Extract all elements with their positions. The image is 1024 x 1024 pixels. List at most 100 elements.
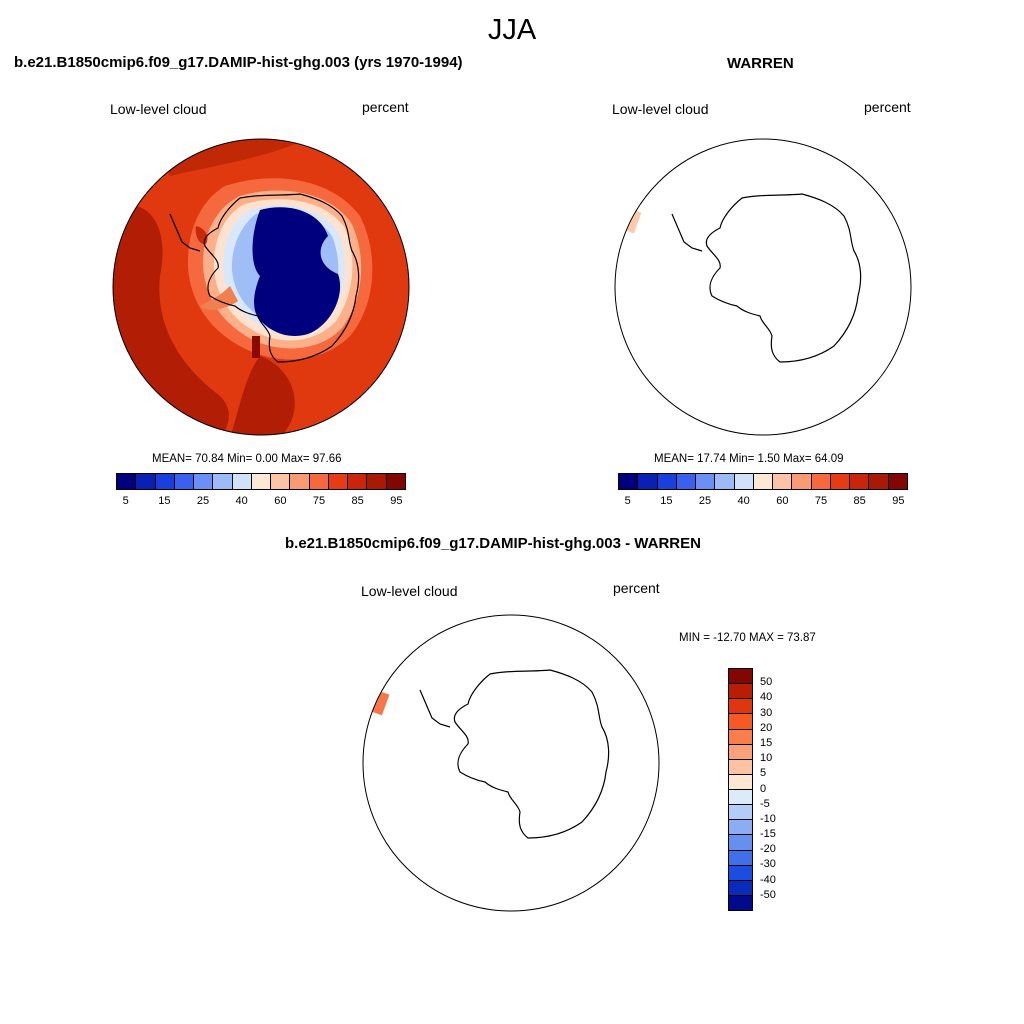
colorbar-swatch — [136, 474, 156, 489]
colorbar-tick-label: 40 — [235, 495, 248, 507]
colorbar-tick-label: 10 — [760, 752, 773, 765]
colorbar-swatch — [348, 474, 368, 489]
panel1-polar-map — [112, 138, 410, 436]
colorbar-swatch — [729, 805, 752, 821]
colorbar-swatch — [792, 474, 812, 489]
colorbar-tick-label: 60 — [274, 495, 287, 507]
panel2-title: WARREN — [727, 55, 794, 72]
colorbar-swatch — [888, 474, 907, 489]
colorbar-swatch — [271, 474, 291, 489]
colorbar-swatch — [290, 474, 310, 489]
colorbar-swatch — [155, 474, 175, 489]
panel3-coastline — [419, 669, 610, 839]
colorbar-tick-label: 25 — [196, 495, 210, 507]
colorbar-swatch — [309, 474, 329, 489]
colorbar-swatch — [251, 474, 272, 489]
panel1-title: b.e21.B1850cmip6.f09_g17.DAMIP-hist-ghg.… — [14, 54, 463, 71]
panel1-stats: MEAN= 70.84 Min= 0.00 Max= 97.66 — [152, 453, 342, 465]
colorbar-tick-label: 95 — [390, 495, 403, 507]
panel2-stats: MEAN= 17.74 Min= 1.50 Max= 64.09 — [654, 453, 844, 465]
colorbar-swatch — [619, 474, 639, 489]
colorbar-swatch — [638, 474, 658, 489]
panel2-polar-map — [614, 138, 912, 436]
colorbar-swatch — [729, 714, 752, 730]
colorbar-swatch — [194, 474, 214, 489]
colorbar-swatch — [729, 744, 752, 760]
colorbar-swatch — [729, 699, 752, 715]
panel1-cloud-field — [113, 139, 409, 435]
colorbar-swatch — [729, 835, 752, 851]
panel2-coastline — [671, 193, 862, 363]
colorbar-tick-label: 0 — [760, 782, 767, 795]
colorbar-swatch — [213, 474, 233, 489]
panel2-units: percent — [864, 99, 911, 115]
colorbar-swatch — [676, 474, 697, 489]
panel3-variable: Low-level cloud — [361, 583, 458, 599]
panel1-coastline — [169, 193, 360, 363]
colorbar-swatch — [729, 729, 752, 745]
colorbar-swatch — [869, 474, 889, 489]
colorbar-swatch — [811, 474, 831, 489]
colorbar-swatch — [729, 790, 752, 806]
panel1-variable: Low-level cloud — [110, 101, 207, 117]
colorbar-tick-label: 25 — [698, 495, 712, 507]
colorbar-tick-label: -10 — [760, 812, 776, 825]
colorbar-swatch — [773, 474, 793, 489]
colorbar-tick-label: 40 — [760, 691, 773, 704]
colorbar-swatch — [850, 474, 870, 489]
colorbar-tick-label: -20 — [760, 843, 776, 856]
colorbar-swatch — [830, 474, 851, 489]
colorbar-tick-label: 5 — [624, 495, 631, 507]
colorbar-tick-label: 60 — [776, 495, 789, 507]
colorbar-tick-label: 5 — [760, 767, 767, 780]
panel1-colorbar — [116, 473, 406, 490]
colorbar-swatch — [729, 820, 752, 836]
colorbar-tick-label: 40 — [737, 495, 750, 507]
colorbar-tick-label: 15 — [660, 495, 673, 507]
colorbar-swatch — [657, 474, 677, 489]
panel3-polar-map — [362, 614, 660, 912]
colorbar-swatch — [174, 474, 195, 489]
colorbar-swatch — [729, 865, 752, 881]
colorbar-tick-label: 30 — [760, 706, 773, 719]
colorbar-tick-label: 85 — [351, 495, 364, 507]
panel3-title: b.e21.B1850cmip6.f09_g17.DAMIP-hist-ghg.… — [285, 535, 701, 552]
colorbar-swatch — [729, 880, 752, 896]
colorbar-tick-label: -5 — [760, 797, 770, 810]
panel3-map-border — [362, 614, 660, 912]
colorbar-tick-label: 95 — [892, 495, 905, 507]
colorbar-swatch — [734, 474, 754, 489]
panel1-map-border — [112, 138, 410, 436]
panel2-observation-patch — [622, 208, 642, 234]
colorbar-swatch — [386, 474, 405, 489]
colorbar-tick-label: 5 — [122, 495, 129, 507]
colorbar-tick-label: -40 — [760, 873, 776, 886]
colorbar-swatch — [328, 474, 349, 489]
colorbar-tick-label: -30 — [760, 858, 776, 871]
panel2-variable: Low-level cloud — [612, 101, 709, 117]
panel2-colorbar — [618, 473, 908, 490]
colorbar-tick-label: 50 — [760, 676, 773, 689]
colorbar-swatch — [715, 474, 735, 489]
colorbar-tick-label: 15 — [158, 495, 171, 507]
figure-season-title: JJA — [487, 14, 537, 46]
colorbar-tick-label: -50 — [760, 888, 776, 901]
colorbar-tick-label: 20 — [760, 721, 773, 734]
colorbar-swatch — [696, 474, 716, 489]
colorbar-tick-label: -15 — [760, 828, 776, 841]
colorbar-swatch — [367, 474, 387, 489]
colorbar-swatch — [232, 474, 252, 489]
colorbar-tick-label: 75 — [312, 495, 326, 507]
panel2-map-border — [614, 138, 912, 436]
colorbar-swatch — [729, 669, 752, 685]
panel1-units: percent — [362, 99, 409, 115]
colorbar-swatch — [753, 474, 774, 489]
colorbar-swatch — [729, 895, 752, 910]
panel3-colorbar — [728, 668, 753, 911]
colorbar-swatch — [729, 684, 752, 700]
colorbar-tick-label: 15 — [760, 736, 773, 749]
panel3-minmax: MIN = -12.70 MAX = 73.87 — [679, 632, 816, 644]
colorbar-swatch — [729, 850, 752, 866]
colorbar-swatch — [729, 759, 752, 775]
colorbar-tick-label: 85 — [853, 495, 866, 507]
